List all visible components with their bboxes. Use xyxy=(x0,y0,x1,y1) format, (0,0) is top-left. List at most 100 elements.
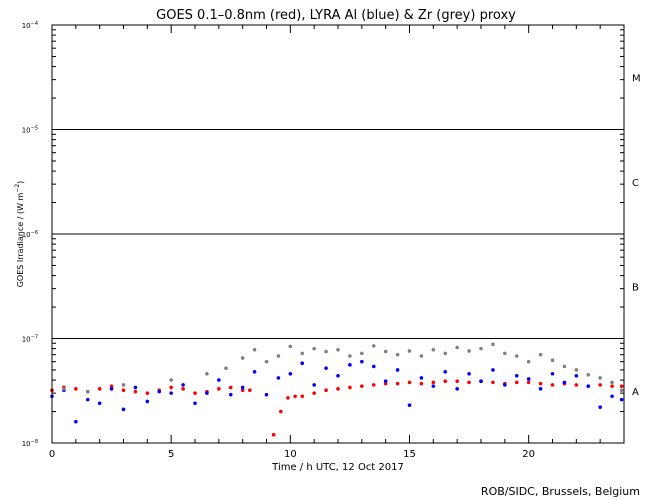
data-point xyxy=(252,347,257,352)
data-point xyxy=(264,359,269,364)
data-point xyxy=(224,366,228,370)
data-point xyxy=(217,387,221,391)
data-point xyxy=(336,387,340,391)
x-tick-label: 0 xyxy=(49,449,55,460)
data-point xyxy=(288,371,293,376)
data-point xyxy=(479,346,483,351)
data-point xyxy=(181,383,185,387)
data-point xyxy=(348,385,352,390)
data-point xyxy=(286,396,290,400)
data-point xyxy=(491,368,495,372)
series-layer xyxy=(50,342,624,437)
data-point xyxy=(85,397,90,402)
data-point xyxy=(431,384,436,388)
data-point xyxy=(228,385,233,390)
data-point xyxy=(169,378,173,382)
data-point xyxy=(360,359,364,364)
data-point xyxy=(121,407,126,412)
data-point xyxy=(395,381,400,386)
data-point xyxy=(371,383,376,387)
data-point xyxy=(586,384,591,388)
data-point xyxy=(419,354,424,358)
data-point xyxy=(157,389,162,394)
data-point xyxy=(348,354,352,358)
data-point xyxy=(610,384,614,388)
data-point xyxy=(503,351,507,356)
x-axis-label: Time / h UTC, 12 Oct 2017 xyxy=(271,462,404,473)
data-point xyxy=(300,394,305,399)
data-point xyxy=(574,383,579,387)
data-point xyxy=(252,370,257,374)
data-point xyxy=(491,380,495,385)
data-point xyxy=(443,351,448,356)
data-point xyxy=(121,388,126,393)
data-point xyxy=(619,384,624,388)
data-point xyxy=(240,388,245,393)
x-tick-label: 10 xyxy=(284,449,297,460)
data-point xyxy=(145,391,150,395)
data-point xyxy=(598,376,602,380)
data-point xyxy=(395,368,400,372)
data-point xyxy=(503,383,507,387)
series-2 xyxy=(62,342,624,394)
data-point xyxy=(324,349,328,354)
data-point xyxy=(360,384,364,388)
data-point xyxy=(240,356,245,360)
data-point xyxy=(538,387,543,391)
data-point xyxy=(336,373,340,378)
data-point xyxy=(240,385,245,390)
data-point xyxy=(598,383,602,387)
x-tick-label: 20 xyxy=(522,449,535,460)
data-point xyxy=(491,342,495,347)
data-point xyxy=(467,371,471,376)
data-point xyxy=(479,379,483,384)
data-point xyxy=(407,349,412,353)
data-point xyxy=(443,370,448,374)
data-point xyxy=(419,376,424,380)
data-point xyxy=(395,352,400,357)
data-point xyxy=(407,380,412,385)
data-point xyxy=(383,379,388,384)
data-point xyxy=(574,368,579,372)
data-point xyxy=(109,387,114,391)
y-tick-label: 10−5 xyxy=(22,126,38,135)
flare-class-lines xyxy=(52,129,624,339)
data-point xyxy=(121,383,126,387)
data-point xyxy=(133,385,138,390)
data-point xyxy=(264,392,269,397)
data-point xyxy=(62,387,66,391)
data-point xyxy=(371,344,376,348)
data-point xyxy=(300,351,305,356)
data-point xyxy=(312,383,316,387)
data-point xyxy=(610,380,614,385)
data-point xyxy=(271,432,276,437)
data-point xyxy=(538,381,543,386)
data-point xyxy=(562,380,567,385)
data-point xyxy=(431,380,436,385)
data-point xyxy=(97,401,102,406)
data-point xyxy=(419,381,424,386)
data-point xyxy=(407,403,412,407)
data-point xyxy=(455,387,459,391)
chart-title: GOES 0.1–0.8nm (red), LYRA Al (blue) & Z… xyxy=(156,8,516,23)
data-point xyxy=(85,389,90,394)
y-tick-label: 10−4 xyxy=(22,21,38,30)
data-point xyxy=(228,392,233,397)
y-axis-label-sup: −2 xyxy=(14,184,21,193)
data-point xyxy=(217,378,221,382)
flare-class-label: B xyxy=(632,282,639,293)
flare-class-label: C xyxy=(632,178,639,189)
data-point xyxy=(550,371,555,376)
data-point xyxy=(562,364,567,369)
data-point xyxy=(300,361,305,366)
data-point xyxy=(574,373,579,378)
data-point xyxy=(443,379,448,384)
x-axis: 0 5 10 15 20 xyxy=(49,25,625,460)
credit-text: ROB/SIDC, Brussels, Belgium xyxy=(481,485,640,498)
flare-class-label: M xyxy=(632,73,641,84)
data-point xyxy=(526,359,531,364)
data-point xyxy=(205,371,209,376)
y-tick-label: 10−6 xyxy=(22,230,38,239)
data-point xyxy=(550,358,555,362)
